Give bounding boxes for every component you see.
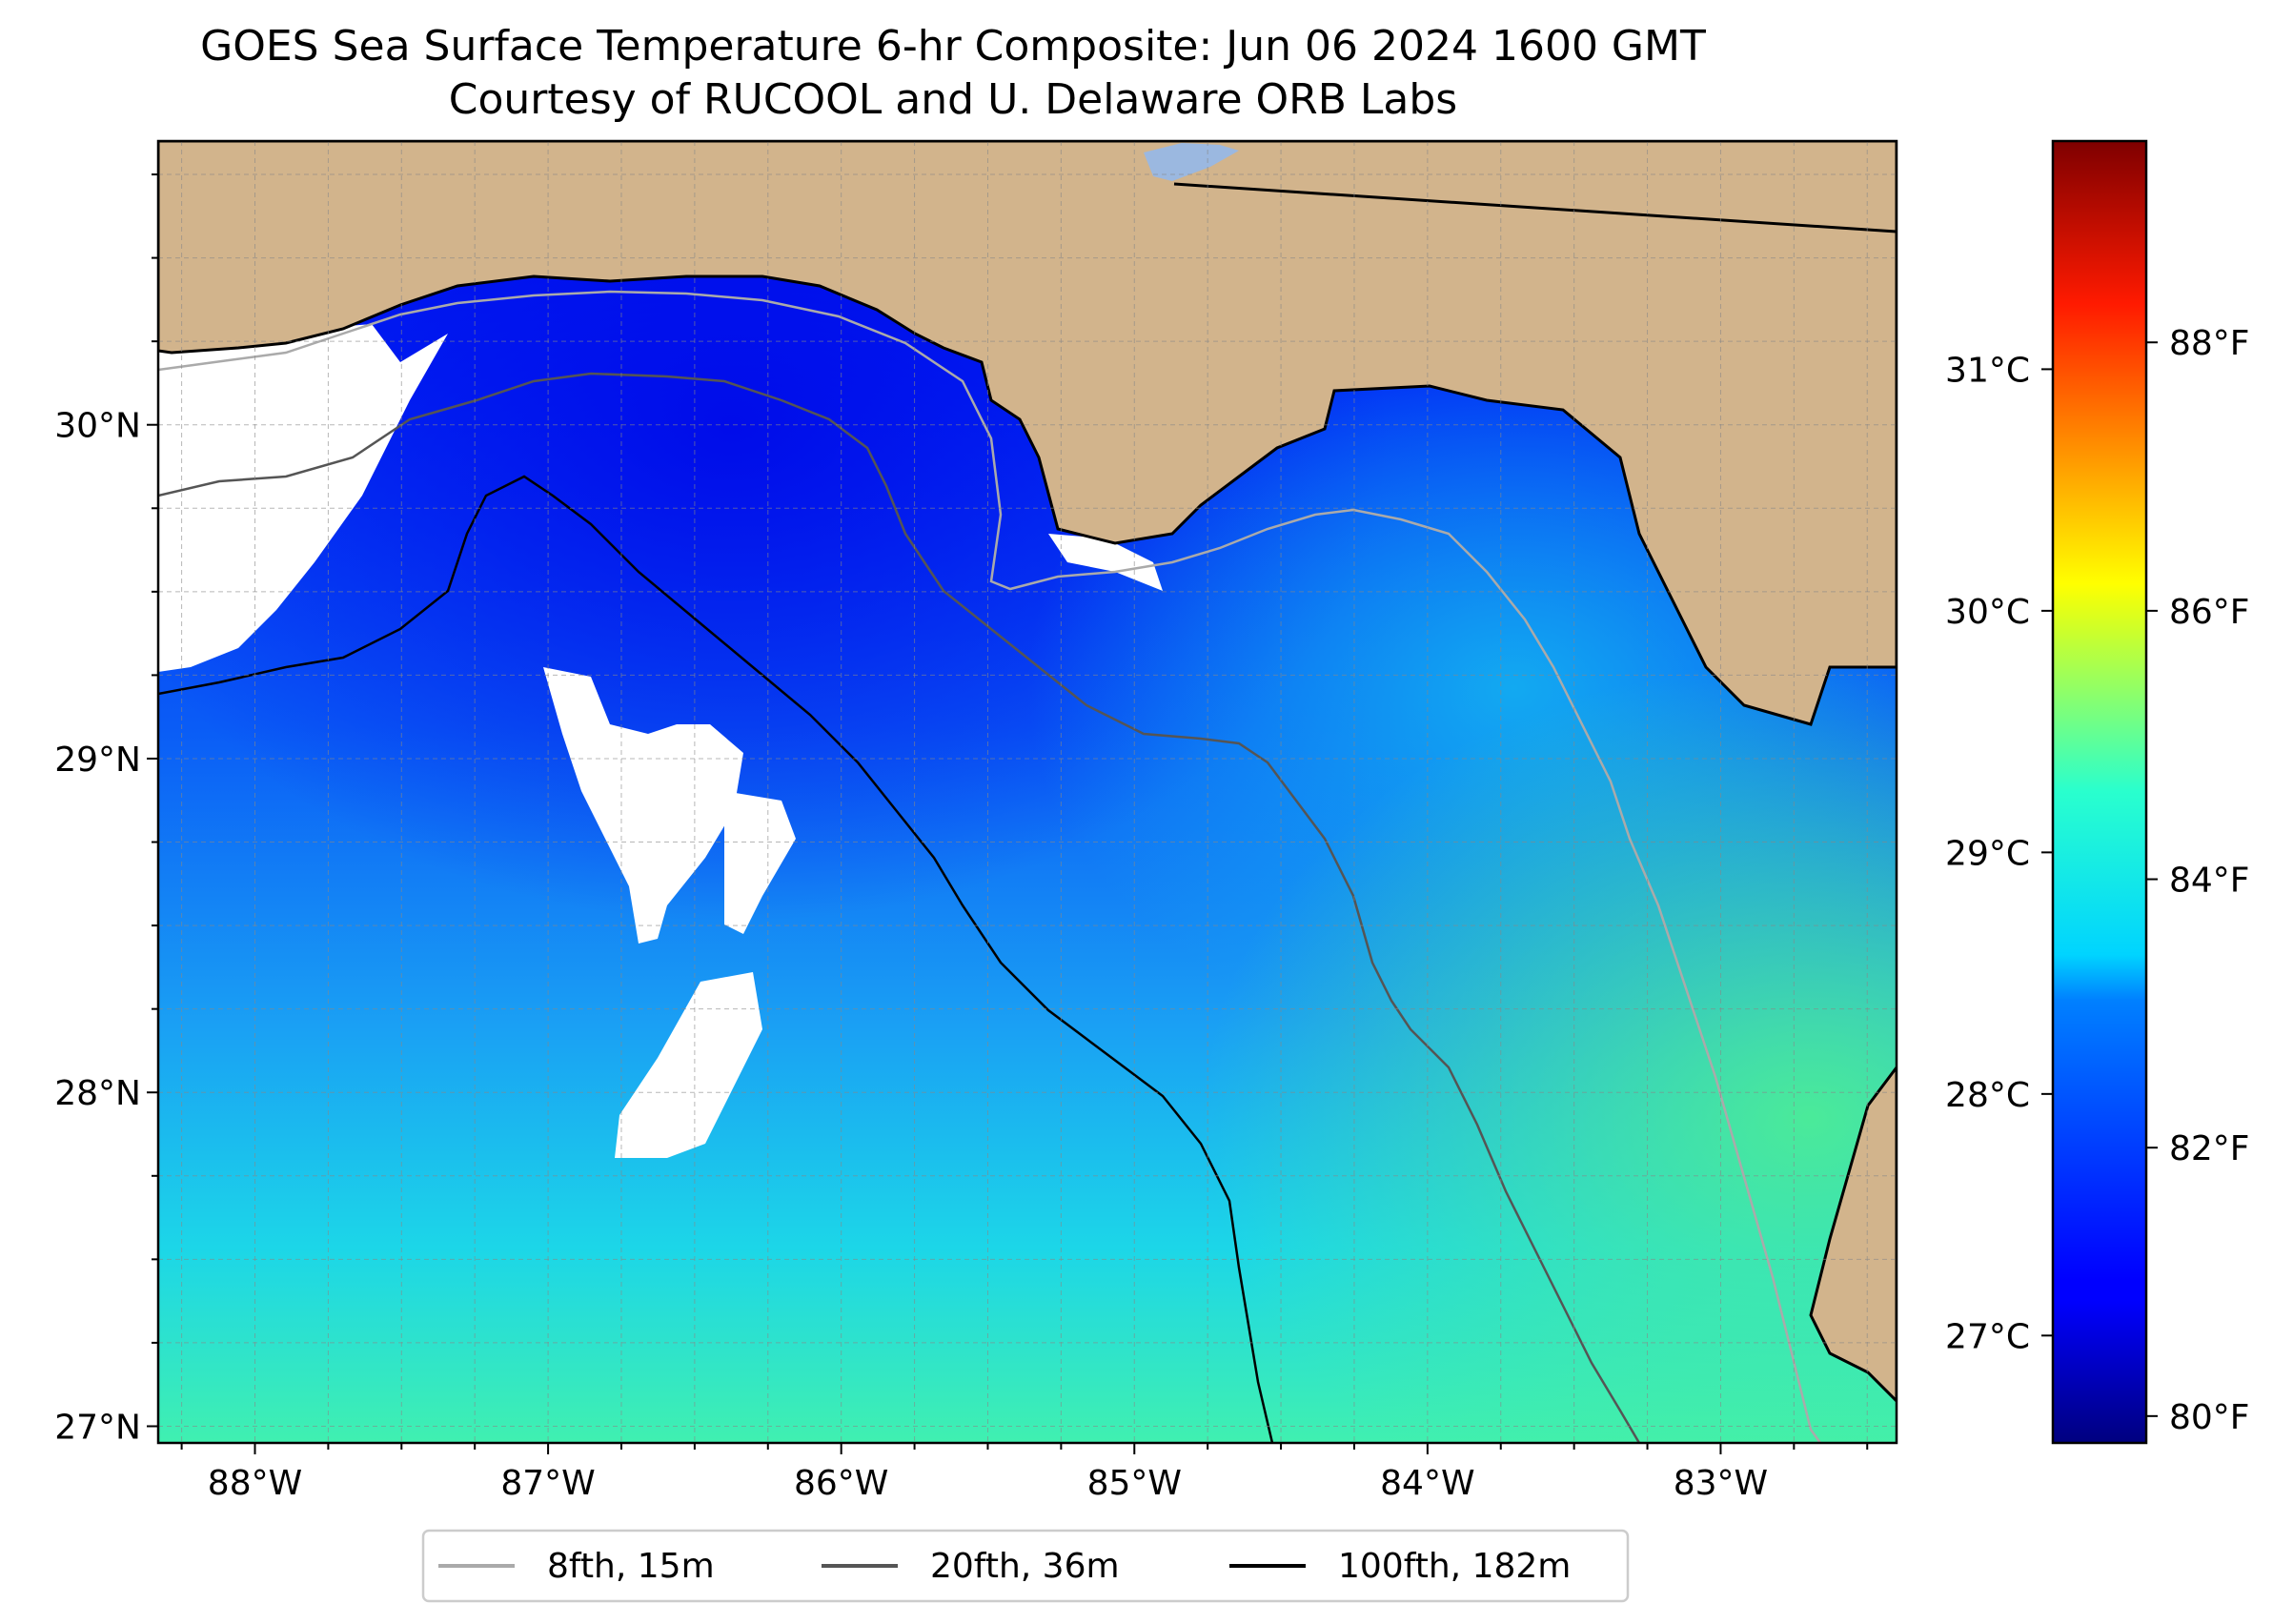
- celsius-tick-label: 30°C: [1945, 593, 2030, 632]
- map-area: [158, 141, 1897, 1443]
- legend-box: [421, 1529, 1630, 1603]
- celsius-tick-label: 27°C: [1945, 1317, 2030, 1356]
- lon-tick-label: 83°W: [1674, 1464, 1768, 1503]
- lon-tick-label: 88°W: [208, 1464, 302, 1503]
- celsius-tick-label: 28°C: [1945, 1076, 2030, 1115]
- lon-tick-label: 84°W: [1380, 1464, 1474, 1503]
- gridlines: [158, 141, 1897, 1443]
- map-title: GOES Sea Surface Temperature 6-hr Compos…: [200, 22, 1706, 71]
- celsius-tick-label: 31°C: [1945, 351, 2030, 390]
- fahrenheit-tick-label: 84°F: [2169, 862, 2250, 901]
- legend-item: 8fth, 15m: [438, 1547, 715, 1586]
- map-frame: [156, 139, 1898, 1445]
- map-axis-ticks: 88°W 87°W 86°W 85°W 84°W 83°W 27°N 28°N 29°N 30°N: [54, 173, 1869, 1503]
- lake: [1144, 143, 1239, 181]
- lat-tick-label: 27°N: [54, 1408, 141, 1447]
- fahrenheit-tick-label: 86°F: [2169, 593, 2250, 632]
- land: [158, 141, 1897, 1404]
- legend-item: 20fth, 36m: [822, 1547, 1120, 1586]
- fahrenheit-tick-label: 82°F: [2169, 1129, 2250, 1168]
- lat-tick-label: 28°N: [54, 1074, 141, 1113]
- colorbar: [2051, 139, 2148, 1445]
- lat-tick-label: 30°N: [54, 407, 141, 446]
- lon-tick-label: 85°W: [1087, 1464, 1182, 1503]
- state-border-line: [1173, 182, 1897, 233]
- fahrenheit-tick-label: 88°F: [2169, 324, 2250, 363]
- legend-item: 100fth, 182m: [1229, 1547, 1571, 1586]
- contour-100fth-182m: [158, 475, 1274, 1443]
- legend-label-20fth: 20fth, 36m: [930, 1547, 1120, 1586]
- lon-tick-label: 87°W: [500, 1464, 595, 1503]
- legend-label-8fth: 8fth, 15m: [547, 1547, 715, 1586]
- legend-label-100fth: 100fth, 182m: [1338, 1547, 1571, 1586]
- colorbar-ticks: 80°F 82°F 84°F 86°F 88°F 27°C 28°C 29°C 30°C 31°C: [1945, 324, 2249, 1437]
- map-subtitle: Courtesy of RUCOOL and U. Delaware ORB L…: [448, 75, 1458, 124]
- lon-tick-label: 86°W: [794, 1464, 888, 1503]
- contour-8fth-15m: [158, 290, 1822, 1443]
- contour-20fth-36m: [158, 372, 1641, 1443]
- fahrenheit-tick-label: 80°F: [2169, 1398, 2250, 1437]
- celsius-tick-label: 29°C: [1945, 834, 2030, 873]
- lat-tick-label: 29°N: [54, 741, 141, 780]
